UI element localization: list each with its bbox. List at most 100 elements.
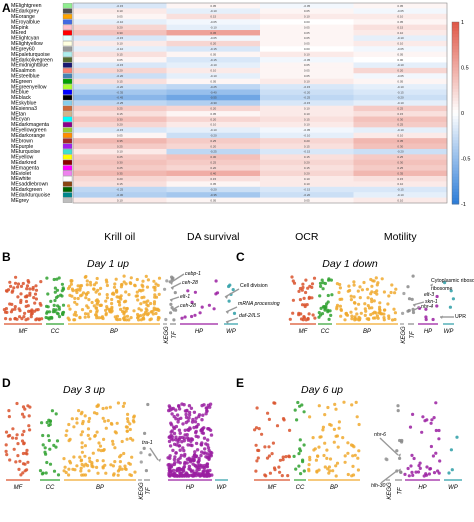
data-point (92, 287, 96, 291)
data-point (227, 299, 231, 303)
module-label: MEturquoise (11, 149, 40, 155)
data-point (318, 294, 322, 298)
data-point (256, 456, 260, 460)
data-point (64, 470, 68, 475)
data-point (86, 427, 91, 431)
data-point (411, 274, 415, 278)
heatmap-cell (166, 73, 261, 79)
category-label: TF (146, 487, 152, 495)
data-point (118, 317, 122, 322)
data-point (303, 303, 307, 307)
data-point (19, 284, 24, 288)
colorbar-step (452, 25, 459, 29)
heatmap-cell (353, 89, 448, 96)
data-point (208, 468, 212, 473)
data-point (123, 464, 127, 468)
heatmap-cell-value: 0.05 (304, 69, 310, 73)
heatmap-cell-value: 0.10 (304, 106, 310, 110)
annotation-label: elt-3 (424, 292, 434, 298)
data-point (231, 288, 235, 292)
data-point (86, 433, 90, 437)
heatmap-cell (73, 67, 167, 74)
category-label: TF (410, 331, 416, 339)
heatmap-cell-value: -0.25 (116, 188, 123, 192)
data-point (204, 474, 208, 478)
data-point (88, 280, 92, 284)
data-point (172, 457, 177, 462)
heatmap-cell (260, 116, 354, 123)
data-point (41, 443, 45, 447)
data-point (139, 308, 143, 312)
data-point (341, 436, 345, 440)
colorbar-step (452, 64, 459, 68)
data-point (332, 440, 336, 444)
data-point (39, 280, 43, 284)
data-point (215, 291, 220, 295)
module-color-swatch (62, 62, 73, 68)
panel-letter: C (236, 250, 245, 264)
data-point (207, 448, 211, 453)
data-point (83, 454, 87, 458)
heatmap-cell-value: 0.10 (397, 134, 403, 138)
data-point (273, 401, 277, 405)
data-point (389, 290, 393, 295)
category-label: KEGG (164, 326, 170, 344)
data-point (301, 460, 305, 464)
heatmap-cell-value: 0.10 (117, 150, 123, 154)
data-point (199, 453, 203, 458)
data-point (318, 313, 323, 317)
data-point (148, 453, 152, 457)
data-point (366, 304, 370, 308)
module-label: MEblack (11, 95, 31, 101)
data-point (75, 421, 79, 425)
data-point (175, 413, 180, 417)
data-point (425, 465, 429, 469)
annotation-label: cebp-1 (185, 271, 201, 277)
heatmap-cell-value: 0.20 (117, 25, 123, 29)
data-point (53, 290, 57, 294)
data-point (99, 449, 103, 453)
heatmap-cell (73, 89, 167, 96)
data-point (191, 455, 195, 459)
heatmap-cell (353, 46, 448, 52)
data-point (142, 295, 146, 299)
heatmap-cell-value: 0.20 (304, 139, 310, 143)
data-point (337, 290, 341, 295)
data-point (125, 425, 129, 429)
data-point (72, 425, 76, 429)
heatmap-cell (73, 35, 167, 42)
colorbar-step (452, 119, 459, 123)
heatmap-cell-value: 0.10 (210, 123, 216, 127)
data-point (70, 417, 74, 421)
data-point (206, 446, 211, 450)
data-point (4, 449, 8, 453)
annotation-arrowhead (440, 315, 443, 319)
data-point (67, 473, 71, 477)
annotation-arrowhead (170, 298, 173, 302)
module-color-swatch (62, 8, 73, 14)
data-point (11, 436, 15, 440)
data-point (182, 454, 187, 458)
heatmap-cell (353, 3, 448, 9)
colorbar-step (452, 73, 459, 78)
data-point (376, 316, 380, 320)
data-point (98, 444, 103, 448)
data-point (87, 456, 92, 460)
data-point (187, 410, 192, 415)
data-point (87, 315, 91, 319)
module-label: MEred (11, 30, 26, 36)
data-point (45, 460, 49, 465)
data-point (367, 317, 371, 321)
data-point (449, 289, 453, 293)
data-point (187, 413, 192, 417)
data-point (406, 285, 410, 289)
heatmap-cell-value: -0.05 (303, 4, 310, 8)
data-point (353, 301, 357, 305)
heatmap-cell-value: 0.05 (397, 79, 403, 83)
data-point (23, 469, 27, 473)
data-point (119, 285, 123, 289)
data-point (305, 303, 309, 307)
data-point (101, 406, 105, 411)
data-point (320, 278, 324, 282)
